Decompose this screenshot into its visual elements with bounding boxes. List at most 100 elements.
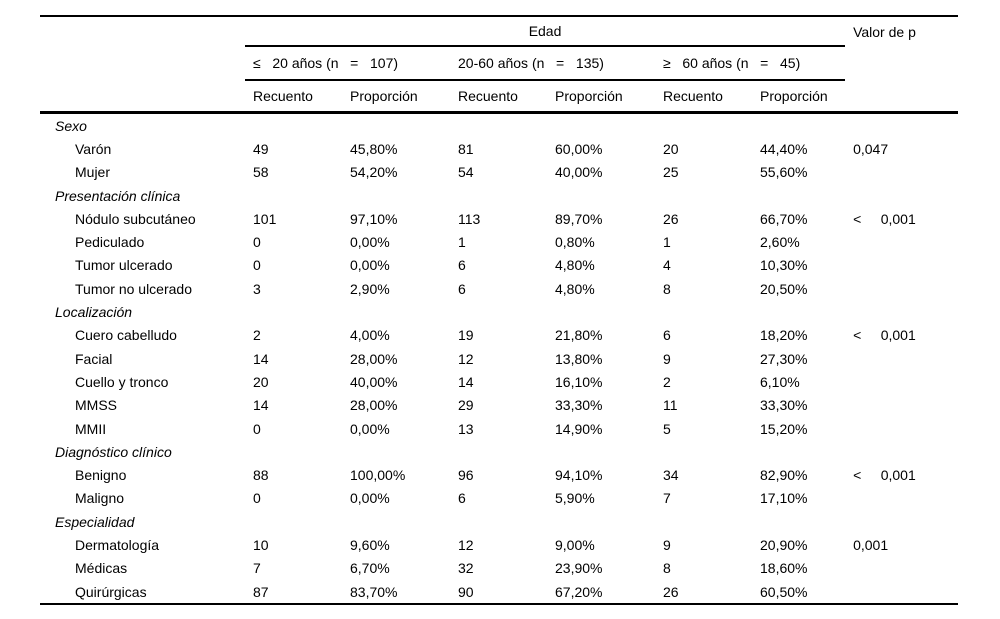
proportion-cell: 27,30% bbox=[760, 350, 808, 367]
proportion-cell: 28,00% bbox=[350, 397, 398, 414]
proportion-cell: 83,70% bbox=[342, 579, 450, 606]
count-cell: 7 bbox=[253, 560, 261, 577]
p-value-cell: 0,001 bbox=[853, 536, 889, 553]
table-row: Benigno 88 100,00% 96 94,10% 34 82,90% <… bbox=[40, 463, 958, 486]
count-cell: 101 bbox=[253, 210, 277, 227]
count-cell: 26 bbox=[655, 579, 752, 606]
count-cell: 34 bbox=[663, 467, 679, 484]
count-cell: 10 bbox=[253, 536, 269, 553]
count-cell: 2 bbox=[663, 373, 671, 390]
proportion-cell: 16,10% bbox=[555, 373, 603, 390]
count-cell: 6 bbox=[458, 280, 466, 297]
table-row: Facial 14 28,00% 12 13,80% 9 27,30% bbox=[40, 347, 958, 370]
age-group-le20: ≤ 20 años (n = 107) bbox=[245, 46, 450, 81]
count-cell: 8 bbox=[663, 280, 671, 297]
count-cell: 1 bbox=[458, 234, 466, 251]
proportion-cell: 40,00% bbox=[555, 164, 603, 181]
p-value-cell bbox=[845, 254, 958, 277]
proportion-cell: 45,80% bbox=[350, 140, 398, 157]
proportion-cell: 82,90% bbox=[760, 467, 808, 484]
table-row: Médicas 7 6,70% 32 23,90% 8 18,60% bbox=[40, 557, 958, 580]
count-cell: 32 bbox=[458, 560, 474, 577]
p-value-cell: < 0,001 bbox=[853, 210, 916, 227]
count-cell: 88 bbox=[253, 467, 269, 484]
count-cell: 8 bbox=[663, 560, 671, 577]
row-label: Maligno bbox=[75, 490, 125, 507]
proportion-cell: 17,10% bbox=[760, 490, 808, 507]
table-row: Quirúrgicas 87 83,70% 90 67,20% 26 60,50… bbox=[40, 579, 959, 606]
empty-cell bbox=[245, 440, 958, 463]
empty-cell bbox=[245, 184, 958, 207]
count-cell: 87 bbox=[245, 579, 342, 606]
proportion-cell: 6,10% bbox=[760, 373, 800, 390]
row-label: Varón bbox=[75, 140, 112, 157]
table-row: Mujer 58 54,20% 54 40,00% 25 55,60% bbox=[40, 161, 958, 184]
proportion-cell: 94,10% bbox=[555, 467, 603, 484]
count-cell: 96 bbox=[458, 467, 474, 484]
proportion-cell: 4,80% bbox=[555, 257, 595, 274]
row-label: Tumor ulcerado bbox=[75, 257, 173, 274]
proportion-cell: 20,50% bbox=[760, 280, 808, 297]
section-label: Diagnóstico clínico bbox=[55, 443, 172, 460]
proportion-cell: 5,90% bbox=[555, 490, 595, 507]
proportion-cell: 15,20% bbox=[760, 420, 808, 437]
p-value-cell bbox=[845, 487, 958, 510]
count-cell: 0 bbox=[253, 420, 261, 437]
header-row-columns: Recuento Proporción Recuento Proporción … bbox=[40, 80, 959, 114]
table-row: MMII 0 0,00% 13 14,90% 5 15,20% bbox=[40, 417, 958, 440]
row-label: MMII bbox=[75, 420, 107, 437]
row-label: Quirúrgicas bbox=[40, 579, 245, 606]
proportion-cell: 2,90% bbox=[350, 280, 390, 297]
section-row: Sexo bbox=[40, 113, 958, 138]
proportion-cell: 9,60% bbox=[350, 536, 390, 553]
proportion-cell: 4,80% bbox=[555, 280, 595, 297]
count-cell: 6 bbox=[663, 327, 671, 344]
proportion-cell: 40,00% bbox=[350, 373, 398, 390]
p-value-cell: < 0,001 bbox=[853, 467, 916, 484]
table-row: MMSS 14 28,00% 29 33,30% 11 33,30% bbox=[40, 394, 958, 417]
count-cell: 20 bbox=[253, 373, 269, 390]
proportion-cell: 89,70% bbox=[555, 210, 603, 227]
proportion-cell: 18,60% bbox=[760, 560, 808, 577]
proportion-cell: 100,00% bbox=[350, 467, 406, 484]
count-cell: 14 bbox=[458, 373, 474, 390]
count-cell: 113 bbox=[458, 210, 481, 227]
valor-p-header: Valor de p bbox=[845, 15, 959, 46]
proportion-cell: 13,80% bbox=[555, 350, 603, 367]
row-label: Dermatología bbox=[75, 536, 160, 553]
proportion-cell: 2,60% bbox=[760, 234, 800, 251]
col-header-proporcion-2: Proporción bbox=[547, 80, 655, 114]
count-cell: 9 bbox=[663, 350, 671, 367]
header-row-age-groups: ≤ 20 años (n = 107) 20-60 años (n = 135)… bbox=[40, 46, 958, 81]
count-cell: 13 bbox=[458, 420, 474, 437]
row-label: Benigno bbox=[75, 467, 127, 484]
col-header-recuento-1: Recuento bbox=[245, 80, 342, 114]
count-cell: 12 bbox=[458, 350, 474, 367]
row-label: Médicas bbox=[75, 560, 128, 577]
proportion-cell: 14,90% bbox=[555, 420, 603, 437]
count-cell: 12 bbox=[458, 536, 474, 553]
count-cell: 2 bbox=[253, 327, 261, 344]
proportion-cell: 60,00% bbox=[555, 140, 603, 157]
p-value-cell bbox=[845, 557, 958, 580]
age-group-ge60: ≥ 60 años (n = 45) bbox=[655, 46, 846, 81]
edad-header: Edad bbox=[245, 15, 846, 47]
count-cell: 20 bbox=[663, 140, 679, 157]
proportion-cell: 9,00% bbox=[555, 536, 595, 553]
age-group-20-60: 20-60 años (n = 135) bbox=[450, 46, 655, 81]
row-label: Tumor no ulcerado bbox=[75, 280, 192, 297]
table-row: Pediculado 0 0,00% 1 0,80% 1 2,60% bbox=[40, 230, 958, 253]
row-label: Pediculado bbox=[75, 234, 145, 251]
count-cell: 19 bbox=[458, 327, 474, 344]
proportion-cell: 21,80% bbox=[555, 327, 603, 344]
count-cell: 29 bbox=[458, 397, 474, 414]
empty-cell bbox=[245, 510, 958, 533]
col-header-proporcion-3: Proporción bbox=[752, 80, 846, 114]
count-cell: 6 bbox=[458, 490, 466, 507]
row-label: Cuero cabelludo bbox=[75, 327, 177, 344]
table-row: Tumor no ulcerado 3 2,90% 6 4,80% 8 20,5… bbox=[40, 277, 958, 300]
count-cell: 14 bbox=[253, 350, 269, 367]
proportion-cell: 0,80% bbox=[555, 234, 595, 251]
table-row: Nódulo subcutáneo 101 97,10% 113 89,70% … bbox=[40, 207, 958, 230]
count-cell: 49 bbox=[253, 140, 269, 157]
